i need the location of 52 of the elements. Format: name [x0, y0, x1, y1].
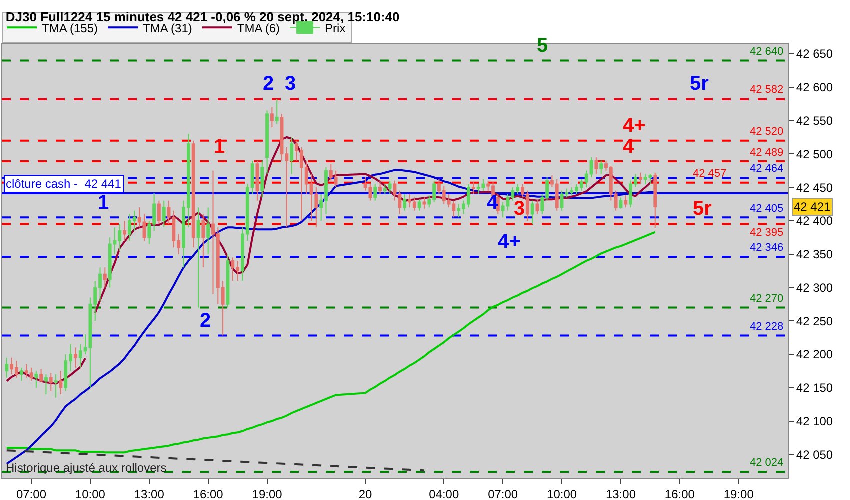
y-tick-label: 42 450 [796, 180, 834, 195]
x-tick-label: 10:00 [75, 487, 106, 500]
ref-line-label: 42 520 [750, 126, 784, 138]
ref-line-label: 42 346 [750, 242, 784, 254]
annotation: 1 [98, 192, 110, 214]
annotation: 3 [285, 73, 296, 95]
annotation: 4 [487, 192, 499, 214]
ref-line-label: 42 270 [750, 293, 784, 305]
y-tick-label: 42 550 [796, 114, 834, 128]
ref-line-label: 42 405 [750, 203, 784, 215]
y-tick-label: 42 400 [796, 214, 834, 228]
x-tick-label: 13:00 [606, 487, 636, 500]
y-tick-label: 42 300 [796, 280, 834, 295]
y-tick-label: 42 350 [796, 248, 834, 262]
x-tick-label: 19:00 [724, 487, 754, 500]
y-tick-label: 42 600 [796, 80, 834, 95]
ref-line-label: 42 640 [750, 46, 784, 58]
x-tick-label: 07:00 [488, 487, 518, 500]
y-tick-label: 42 100 [796, 414, 834, 428]
x-tick-label: 10:00 [547, 487, 578, 500]
y-tick-label: 42 050 [796, 448, 834, 462]
y-tick-label: 42 250 [796, 314, 834, 328]
annotation: 4+ [623, 115, 646, 137]
annotation: 5r [690, 73, 710, 95]
y-tick-label: 42 200 [796, 348, 834, 362]
annotation: 4 [623, 136, 635, 158]
annotation: 3 [514, 198, 526, 220]
y-tick-label: 42 150 [796, 381, 834, 396]
x-tick-label: 13:00 [134, 487, 165, 500]
y-tick-label: 42 650 [796, 47, 834, 62]
x-tick-label: 07:00 [16, 487, 47, 500]
ref-line-label: 42 489 [750, 147, 784, 159]
annotation: 2 [263, 73, 274, 95]
ref-line-label: clôture cash - 42 441 [6, 177, 122, 191]
text: 42 421 [794, 200, 832, 214]
x-tick-label: 16:00 [664, 487, 696, 500]
y-tick-label: 42 500 [796, 147, 834, 162]
x-tick-label: 16:00 [193, 487, 224, 500]
ref-line-label: 42 228 [750, 321, 784, 333]
ref-line-label: 42 024 [750, 457, 784, 469]
ref-line-label: 42 457 [693, 168, 727, 180]
x-tick-label: 04:00 [429, 487, 460, 500]
annotation: 2 [200, 310, 212, 332]
ref-line-label: 42 582 [750, 84, 784, 96]
annotation: 5r [693, 198, 712, 220]
ref-line-label: 42 464 [750, 163, 784, 175]
x-tick-label: 19:00 [252, 487, 283, 500]
x-tick-label: 20 [358, 487, 373, 500]
annotation: Historique ajusté aux rollovers [6, 461, 167, 475]
annotation: 5 [537, 35, 548, 57]
annotation: 4+ [498, 231, 521, 253]
ref-line-label: 42 395 [750, 227, 784, 239]
